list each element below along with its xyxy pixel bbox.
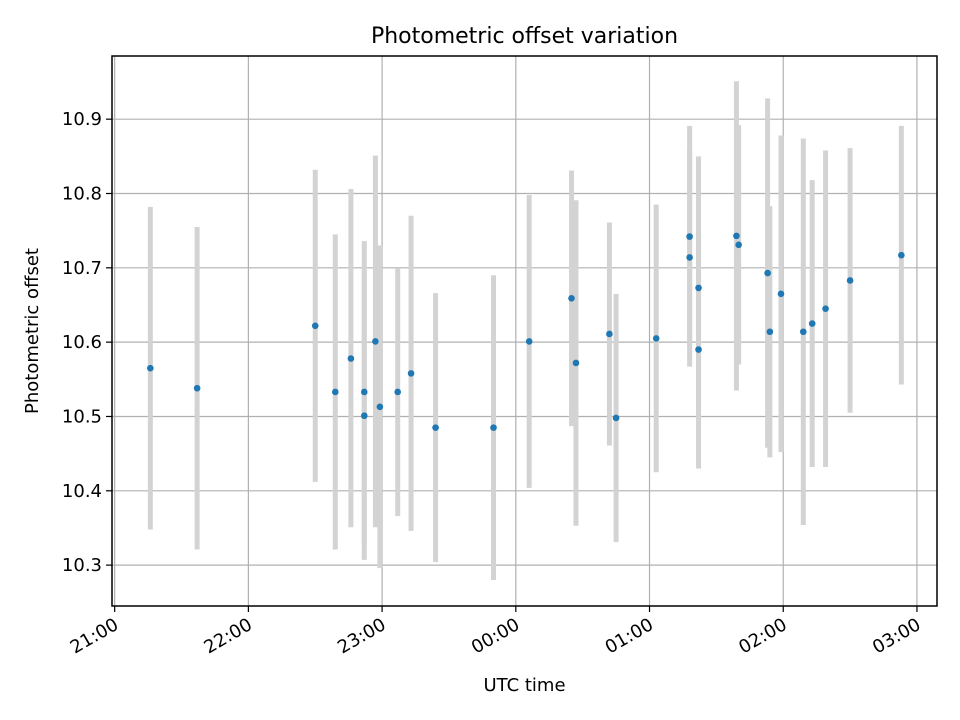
- data-points: [147, 232, 905, 431]
- data-point: [331, 388, 339, 396]
- data-point: [777, 290, 785, 298]
- data-point: [432, 424, 439, 431]
- data-point: [695, 346, 702, 353]
- data-point: [147, 364, 154, 372]
- data-point: [695, 284, 702, 292]
- data-point: [898, 251, 905, 259]
- data-point: [490, 424, 497, 431]
- data-point: [407, 370, 415, 377]
- data-point: [376, 403, 384, 411]
- y-axis-ticks: 10.3 10.4 10.5 10.6 10.7 10.8 10.9: [62, 109, 112, 576]
- data-point: [606, 330, 613, 338]
- data-point: [612, 414, 620, 422]
- data-point: [733, 232, 740, 240]
- y-tick-label: 10.9: [62, 109, 102, 130]
- y-tick-label: 10.6: [62, 332, 102, 353]
- y-axis-label: Photometric offset: [22, 248, 43, 414]
- y-tick-label: 10.8: [62, 184, 102, 205]
- y-tick-label: 10.7: [62, 258, 102, 279]
- data-point: [311, 322, 319, 330]
- data-point: [686, 233, 693, 240]
- data-point: [347, 355, 355, 362]
- data-point: [572, 359, 580, 367]
- data-point: [568, 294, 575, 302]
- data-point: [799, 328, 807, 336]
- data-point: [360, 388, 368, 396]
- data-point: [686, 254, 693, 261]
- y-tick-label: 10.3: [62, 555, 102, 576]
- x-axis-label: UTC time: [483, 675, 565, 696]
- y-tick-label: 10.4: [62, 481, 102, 502]
- data-point: [372, 338, 379, 345]
- data-point: [394, 388, 401, 396]
- data-point: [808, 320, 816, 327]
- plot-frame: [111, 55, 938, 607]
- data-point: [735, 241, 742, 249]
- data-point: [846, 277, 854, 284]
- y-tick-label: 10.5: [62, 406, 102, 427]
- data-point: [360, 412, 368, 420]
- data-point: [525, 338, 533, 345]
- data-point: [822, 305, 829, 313]
- data-point: [652, 335, 660, 342]
- data-point: [764, 269, 771, 277]
- data-point: [766, 328, 774, 336]
- data-point: [193, 384, 201, 392]
- chart-title: Photometric offset variation: [371, 24, 678, 49]
